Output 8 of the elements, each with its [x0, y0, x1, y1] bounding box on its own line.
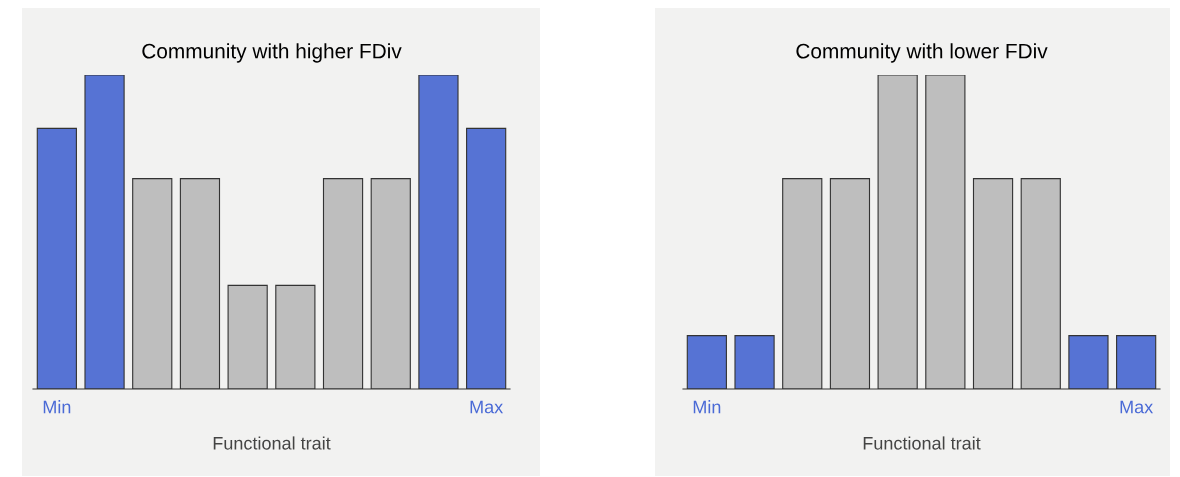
x-tick-label: Min — [693, 400, 721, 414]
x-tick-label: Min — [43, 400, 71, 414]
x-tick-label: Max — [470, 400, 504, 414]
x-axis-title: Functional trait — [213, 436, 331, 450]
x-axis-title: Functional trait — [863, 436, 981, 450]
chart-title: Community with higher FDiv — [142, 43, 402, 63]
x-tick-label: Max — [1120, 400, 1154, 414]
chart-title: Community with lower FDiv — [796, 43, 1048, 63]
